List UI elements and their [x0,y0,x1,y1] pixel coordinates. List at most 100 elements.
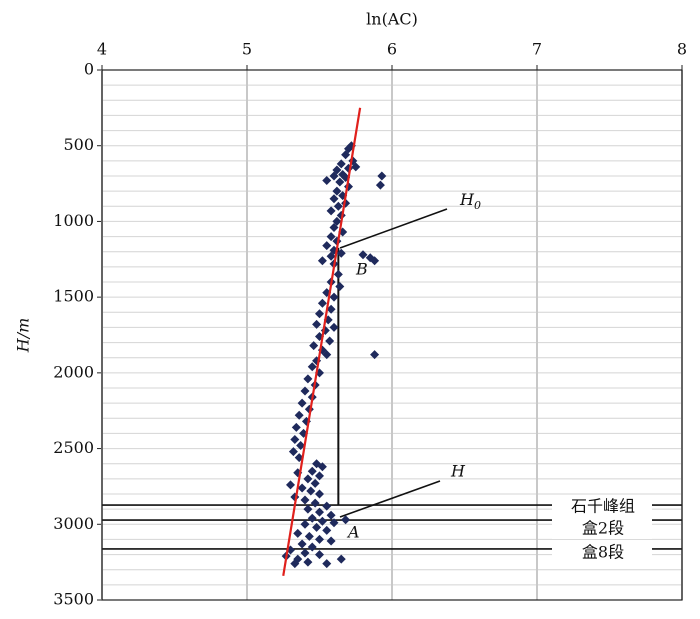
point [288,447,298,457]
point [326,304,336,314]
point [303,557,313,567]
annotation-sub: 0 [474,199,481,212]
point [322,501,332,511]
y-tick-label: 500 [63,135,94,154]
point [290,559,300,569]
point [370,256,380,266]
y-tick-label: 1000 [53,211,94,230]
point [329,222,339,232]
point [307,466,317,476]
point [297,539,307,549]
y-axis-title: H/m [14,318,33,354]
annotation: H0 [459,190,481,213]
point [336,248,346,258]
y-tick-label: 2500 [53,438,94,457]
point [358,250,368,260]
label-background [552,519,652,539]
point [290,434,300,444]
point [317,298,327,308]
point [333,201,343,211]
point [304,531,314,541]
point [317,516,327,526]
point [300,548,310,558]
point [326,251,336,261]
point [303,374,313,384]
point [297,483,307,493]
point [309,341,319,351]
formation-label: 盒8段 [582,543,624,562]
point [315,507,324,517]
point [329,171,339,181]
point [296,441,306,451]
y-tick-label: 3000 [53,514,94,533]
point [306,486,316,496]
point [329,194,339,204]
point [336,159,346,169]
x-tick-label: 5 [242,40,252,59]
point [326,206,336,216]
point [300,519,310,529]
point [300,386,310,396]
point [297,398,307,408]
point [310,498,320,508]
point [333,269,343,279]
point [326,232,336,242]
x-axis-title: ln(AC) [366,10,418,29]
point [326,536,336,546]
point [312,319,322,329]
point [307,542,317,552]
point [329,292,339,302]
label-background [552,497,652,517]
x-tick-label: 4 [97,40,107,59]
point [303,504,313,514]
point [322,525,332,535]
point [325,336,335,346]
x-tick-label: 8 [677,40,687,59]
point [315,471,324,481]
point [286,480,295,490]
point [303,474,313,484]
point [335,282,345,292]
point [294,410,304,420]
plot-frame [101,69,683,601]
point [315,550,324,560]
point [322,559,332,569]
x-tick-label: 7 [532,40,542,59]
y-tick-label: 3500 [53,590,94,609]
point [336,554,346,564]
point [322,176,332,186]
annotation-main: H [459,190,475,209]
x-tick-label: 6 [387,40,397,59]
point [322,350,332,360]
point [307,513,317,523]
point [375,180,385,190]
leader-line [339,480,441,518]
point [322,241,332,251]
point [377,171,387,181]
trend-line [282,107,362,576]
point [341,515,351,525]
point [291,422,301,432]
point [370,350,380,360]
y-tick-label: 2000 [53,362,94,381]
y-tick-label: 0 [84,60,94,79]
point [332,186,342,196]
point [351,162,361,172]
point [293,528,303,538]
point [315,489,324,499]
point [326,510,336,520]
point [315,534,324,544]
point [335,177,345,187]
point [317,462,327,472]
point [310,478,320,488]
label-background [552,543,652,563]
formation-label: 石千峰组 [571,497,635,516]
annotation: H [450,462,466,481]
y-tick-label: 1500 [53,287,94,306]
point [341,150,351,160]
point [329,322,339,332]
annotation: B [355,260,368,279]
point [300,495,310,505]
point [315,309,324,319]
